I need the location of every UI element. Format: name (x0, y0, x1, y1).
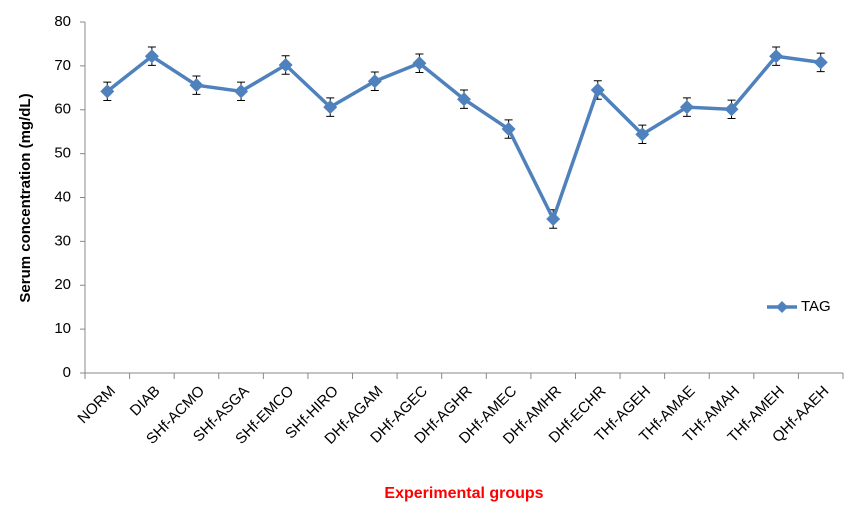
marker (278, 57, 293, 72)
y-tick-label: 20 (54, 276, 71, 293)
y-tick-label: 70 (54, 57, 71, 74)
y-tick-label: 30 (54, 232, 71, 249)
marker (234, 84, 249, 99)
marker (724, 102, 739, 117)
marker (367, 74, 382, 89)
marker (100, 84, 115, 99)
y-tick-label: 80 (54, 13, 71, 30)
series-line (106, 54, 821, 224)
marker (501, 122, 516, 137)
legend-label: TAG (801, 298, 831, 315)
y-axis-label: Serum concentration (mg/dL) (17, 93, 34, 302)
marker (635, 127, 650, 142)
y-tick-label: 50 (54, 145, 71, 162)
marker (457, 92, 471, 107)
marker (323, 100, 338, 115)
marker (144, 49, 159, 64)
marker (769, 49, 784, 64)
y-tick-label: 10 (54, 320, 71, 337)
y-tick-label: 0 (63, 364, 71, 381)
marker (546, 211, 561, 226)
y-tick-label: 40 (54, 188, 71, 205)
x-axis-label: Experimental groups (384, 485, 543, 502)
marker (590, 83, 605, 98)
marker (412, 56, 427, 71)
marker (813, 55, 828, 70)
x-tick-label: NORM (75, 383, 119, 427)
legend-marker (776, 301, 788, 313)
x-tick-label: DIAB (127, 383, 164, 420)
marker (679, 100, 694, 115)
marker (189, 78, 204, 93)
y-tick-label: 60 (54, 101, 71, 118)
